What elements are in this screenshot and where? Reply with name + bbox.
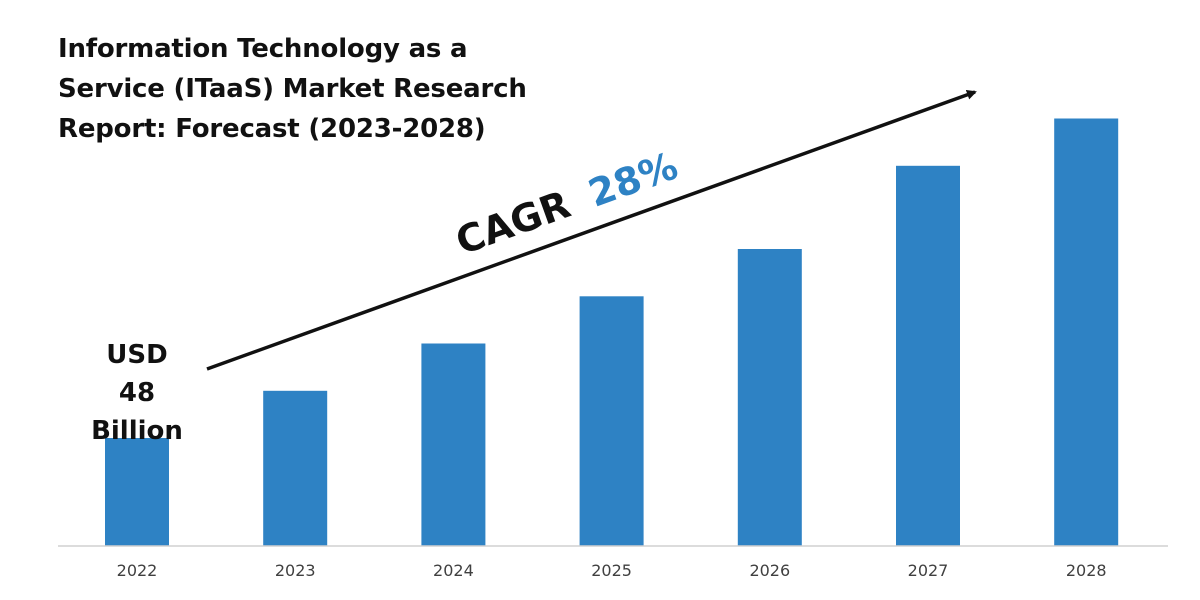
cagr-label: CAGR — [450, 182, 576, 263]
growth-trend-arrow — [206, 90, 977, 371]
bar-2023 — [263, 390, 328, 547]
x-tick-label-2028: 2028 — [1066, 561, 1107, 580]
x-tick-label-2026: 2026 — [749, 561, 790, 580]
x-tick-labels: 2022 2023 2024 2025 2026 2027 2028 — [117, 561, 1107, 580]
x-tick-label-2022: 2022 — [117, 561, 158, 580]
x-tick-label-2027: 2027 — [908, 561, 949, 580]
bar-2026 — [737, 249, 802, 546]
cagr-annotation: CAGR 28% — [450, 143, 683, 263]
bar-2024 — [421, 343, 486, 546]
cagr-value: 28% — [583, 143, 683, 215]
start-value-line-1: USD — [106, 340, 168, 370]
x-tick-label-2024: 2024 — [433, 561, 474, 580]
bar-2027 — [896, 165, 960, 547]
bar-2028 — [1054, 118, 1119, 546]
x-tick-label-2025: 2025 — [591, 561, 632, 580]
start-value-line-2: 48 — [118, 378, 156, 408]
bars-layer — [105, 118, 1119, 547]
start-value-line-3: Billion — [91, 416, 183, 446]
chart-title-line-1: Information Technology as a — [58, 34, 468, 64]
bar-2022 — [105, 438, 169, 546]
chart-title-line-2: Service (ITaaS) Market Research — [58, 74, 527, 104]
x-tick-label-2023: 2023 — [275, 561, 316, 580]
bar-2025 — [579, 296, 644, 547]
chart-title-line-3: Report: Forecast (2023-2028) — [58, 114, 486, 144]
